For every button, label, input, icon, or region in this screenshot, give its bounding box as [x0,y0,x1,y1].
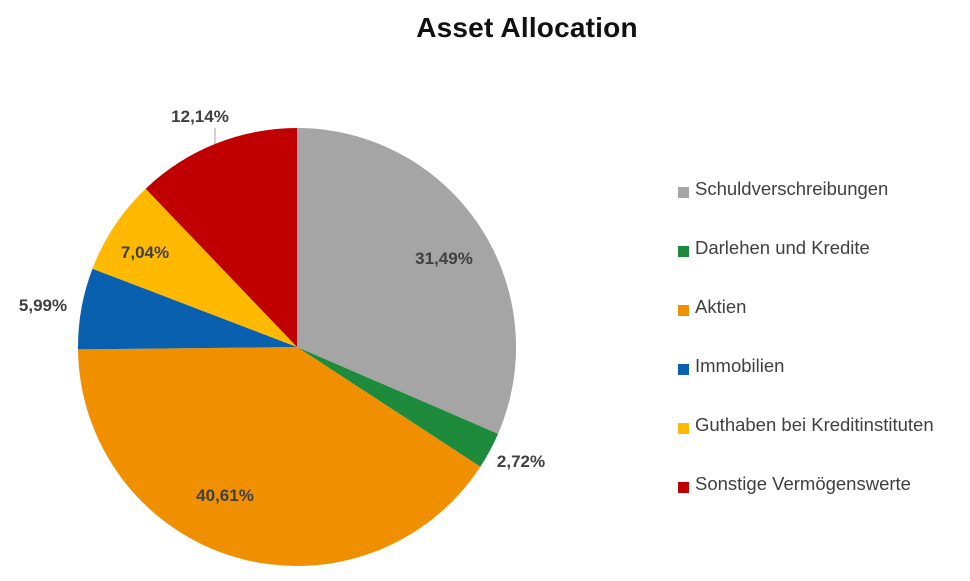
legend-item-schuldverschreibungen: Schuldverschreibungen [678,178,968,237]
legend: Schuldverschreibungen Darlehen und Kredi… [678,178,968,532]
pie-slice-sonstige-verm-genswerte [145,128,297,347]
chart-title: Asset Allocation [416,12,638,43]
pie-slice-darlehen-und-kredite [297,347,499,467]
pie-slice-immobilien [77,268,298,350]
legend-item-darlehen-und-kredite: Darlehen und Kredite [678,237,968,296]
legend-label: Darlehen und Kredite [695,237,870,258]
data-label: 31,49% [415,249,473,268]
legend-label: Sonstige Vermögenswerte [695,473,911,494]
legend-item-guthaben-bei-kreditinstituten: Guthaben bei Kreditinstituten [678,414,968,473]
legend-swatch [678,246,689,257]
legend-swatch [678,187,689,198]
legend-item-sonstige-vermoegenswerte: Sonstige Vermögenswerte [678,473,968,532]
data-label: 2,72% [497,452,545,471]
legend-label: Immobilien [695,355,785,376]
data-label: 12,14% [171,107,229,126]
legend-swatch [678,482,689,493]
data-label: 5,99% [19,296,67,315]
pie-slice-guthaben-bei-kreditinstituten [92,188,297,347]
pie-slices [77,128,517,567]
legend-swatch [678,364,689,375]
data-labels: 31,49% 2,72% 40,61% 5,99% 7,04% 12,14% [19,107,545,505]
data-label: 40,61% [196,486,254,505]
legend-swatch [678,423,689,434]
legend-swatch [678,305,689,316]
legend-label: Aktien [695,296,747,317]
legend-item-immobilien: Immobilien [678,355,968,414]
legend-label: Guthaben bei Kreditinstituten [695,414,934,435]
legend-item-aktien: Aktien [678,296,968,355]
pie-slice-schuldverschreibungen [297,128,517,434]
data-label: 7,04% [121,243,169,262]
legend-label: Schuldverschreibungen [695,178,889,199]
pie-slice-aktien [78,347,481,567]
